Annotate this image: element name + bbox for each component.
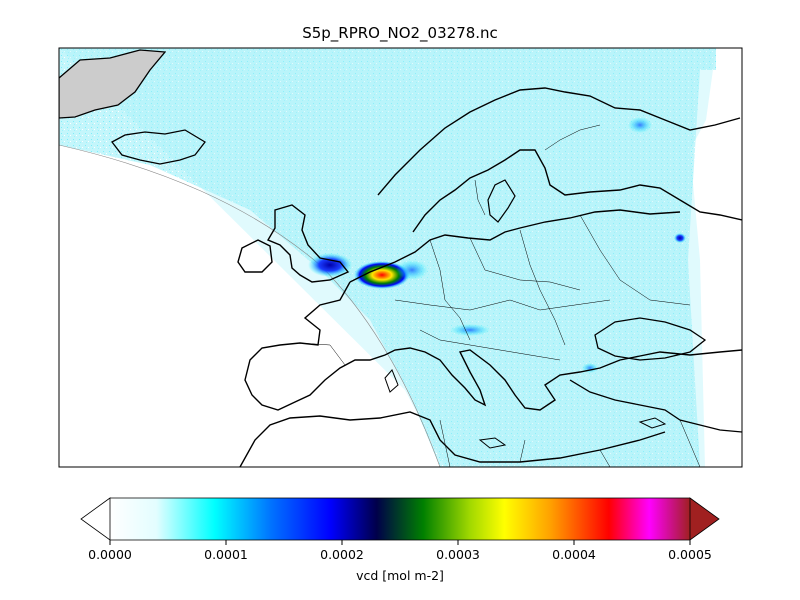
colorbar-tick-label: 0.0005 [668,547,712,562]
black-sea [594,317,707,361]
country-borders [299,124,701,467]
colorbar-tick-label: 0.0004 [552,547,596,562]
turkey-coast [569,379,742,433]
colorbar-tick-label: 0.0001 [204,547,248,562]
hotspot-england [308,253,352,277]
iceland [111,129,206,165]
scandinavia-coast [377,87,741,196]
figure-title: S5p_RPRO_NO2_03278.nc [302,24,498,42]
map-area [59,48,742,467]
colorbar-extend-low [80,497,111,541]
hotspot-po-valley [450,324,490,336]
colorbar-tick-label: 0.0003 [436,547,480,562]
swath-coverage [59,48,716,467]
colorbar-extend-high [689,497,720,541]
sweden-finland-coast [412,149,742,233]
colorbar-body [110,498,690,540]
colorbar-ticks: 0.0000 0.0001 0.0002 0.0003 0.0004 0.0005 [88,540,712,562]
continent-coast [244,209,742,411]
north-africa-coast [239,411,666,467]
greenland [59,49,167,119]
colorbar-label: vcd [mol m-2] [356,568,444,583]
ireland [237,239,273,273]
map-frame [58,47,743,468]
hotspot-benelux [354,261,410,289]
colorbar: 0.0000 0.0001 0.0002 0.0003 0.0004 0.0005 [80,497,720,562]
hotspot-ruhr [396,260,428,280]
hotspot-finland [628,117,652,133]
hotspot-moscow [674,233,686,243]
colorbar-tick-label: 0.0000 [88,547,132,562]
colorbar-tick-label: 0.0002 [320,547,364,562]
great-britain [266,204,350,283]
